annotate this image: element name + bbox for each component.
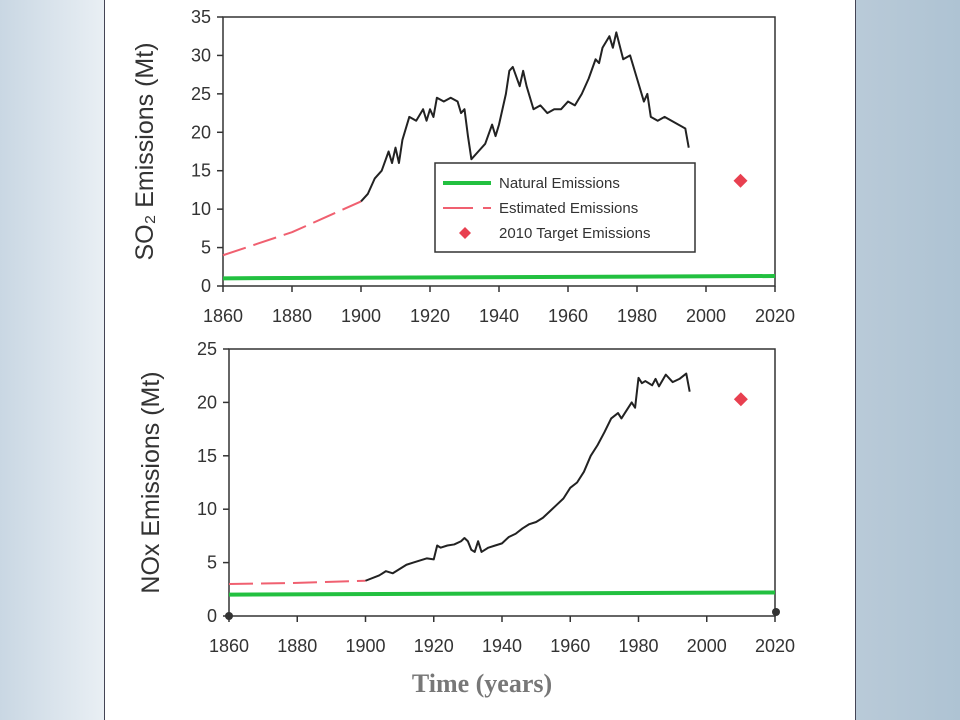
y-tick-label: 10 [191,199,211,219]
series-line [365,372,691,582]
y-tick-label: 5 [207,553,217,573]
legend-swatch [459,227,471,239]
y-tick-label: 30 [191,45,211,65]
x-tick-label: 1980 [618,636,658,656]
x-tick-label: 1880 [272,306,312,326]
x-tick-label: 1900 [341,306,381,326]
y-tick-label: 0 [207,606,217,626]
series-line [228,590,776,597]
y-tick-label: 20 [197,392,217,412]
x-tick-label: 1960 [550,636,590,656]
series-line [360,31,690,203]
x-tick-label: 1900 [345,636,385,656]
x-tick-label: 1860 [209,636,249,656]
x-tick-label: 1980 [617,306,657,326]
legend-label: Natural Emissions [499,175,620,192]
y-axis-label: SO₂ Emissions (Mt) [131,42,159,260]
y-tick-label: 0 [201,276,211,296]
legend-label: 2010 Target Emissions [499,225,650,242]
y-tick-label: 20 [191,122,211,142]
marker [733,392,748,407]
x-tick-label: 1920 [410,306,450,326]
y-tick-label: 35 [191,7,211,27]
x-tick-label: 1920 [414,636,454,656]
legend-label: Estimated Emissions [499,200,638,217]
x-tick-label: 1860 [203,306,243,326]
x-axis-label: Time (years) [412,669,552,698]
series-line [222,274,776,281]
marker [733,173,748,188]
y-tick-label: 15 [197,446,217,466]
x-tick-label: 1940 [479,306,519,326]
x-tick-label: 2000 [687,636,727,656]
y-tick-label: 10 [197,499,217,519]
series-line [222,200,362,257]
y-tick-label: 25 [191,84,211,104]
x-tick-label: 1960 [548,306,588,326]
x-tick-label: 2000 [686,306,726,326]
corner-dot [772,608,780,616]
x-tick-label: 1880 [277,636,317,656]
x-tick-label: 2020 [755,636,795,656]
x-tick-label: 1940 [482,636,522,656]
y-tick-label: 5 [201,238,211,258]
y-axis-label: NOx Emissions (Mt) [137,371,165,593]
y-tick-label: 25 [197,339,217,359]
x-tick-label: 2020 [755,306,795,326]
series-line [228,579,366,585]
y-tick-label: 15 [191,161,211,181]
plot-frame [228,348,776,617]
legend-box [434,162,696,253]
